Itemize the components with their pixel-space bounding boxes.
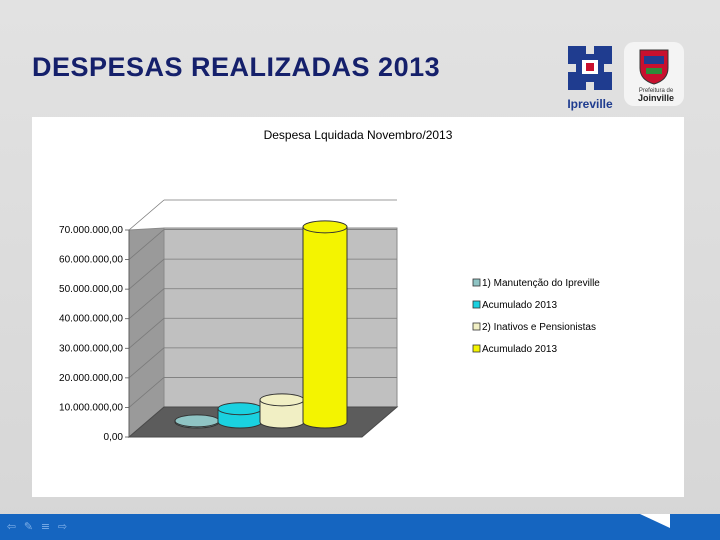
- gridline-side: [128, 229, 165, 260]
- chart-panel: Despesa Lquidada Novembro/2013 0,00 10.000…: [32, 117, 684, 497]
- legend-label: Acumulado 2013: [482, 344, 557, 355]
- legend-label: 1) Manutenção do Ipreville: [482, 278, 600, 289]
- y-tick-label: 20.000.000,00: [59, 373, 123, 384]
- joinville-logo-line1: Prefeitura de: [639, 88, 674, 94]
- legend-label: 2) Inativos e Pensionistas: [482, 322, 596, 333]
- chart-title: Despesa Lquidada Novembro/2013: [264, 128, 453, 142]
- y-tick-label: 30.000.000,00: [59, 343, 123, 354]
- ipreville-logo: Ipreville: [567, 46, 613, 111]
- bar-top: [174, 414, 220, 428]
- arrow-left-icon[interactable]: ⇦: [6, 520, 17, 533]
- legend-swatch: [472, 322, 481, 331]
- menu-icon[interactable]: ≡: [40, 520, 51, 533]
- page-corner-fold: [640, 514, 670, 528]
- bar-top: [302, 220, 348, 234]
- y-tick-label: 70.000.000,00: [59, 225, 123, 236]
- chart-back-wall: [163, 227, 398, 408]
- bar: [217, 402, 263, 429]
- y-tick-label: 40.000.000,00: [59, 314, 123, 325]
- y-tick-label: 10.000.000,00: [59, 402, 123, 413]
- arrow-right-icon[interactable]: ⇨: [57, 520, 68, 533]
- bar: [302, 220, 348, 429]
- legend-swatch: [472, 278, 481, 287]
- legend-label: Acumulado 2013: [482, 300, 557, 311]
- gridline-side: [128, 347, 165, 379]
- joinville-logo: Prefeitura de Joinville: [624, 42, 684, 106]
- bar: [174, 414, 220, 429]
- bar-top: [259, 393, 305, 407]
- y-tick-label: 60.000.000,00: [59, 255, 123, 266]
- gridline-side: [128, 258, 165, 290]
- chart: Despesa Lquidada Novembro/2013 0,00 10.000…: [59, 128, 600, 443]
- y-tick-label: 0,00: [104, 432, 124, 443]
- gridline-side: [128, 288, 165, 320]
- bar: [259, 393, 305, 429]
- ipreville-logo-text: Ipreville: [567, 97, 613, 111]
- bottom-bar: [0, 514, 720, 540]
- bar-top: [217, 402, 263, 416]
- gridline-side: [128, 377, 165, 408]
- bar-body: [302, 226, 348, 429]
- pen-icon[interactable]: ✎: [23, 520, 34, 533]
- y-tick-label: 50.000.000,00: [59, 284, 123, 295]
- gridline-side: [128, 317, 165, 349]
- slide-nav: ⇦ ✎ ≡ ⇨: [6, 520, 68, 533]
- legend-swatch: [472, 300, 481, 309]
- slide-title: DESPESAS REALIZADAS 2013: [32, 52, 441, 82]
- gridline-side: [128, 199, 165, 231]
- joinville-logo-line2: Joinville: [638, 93, 674, 103]
- chart-side-wall: [128, 227, 165, 439]
- legend-swatch: [472, 344, 481, 353]
